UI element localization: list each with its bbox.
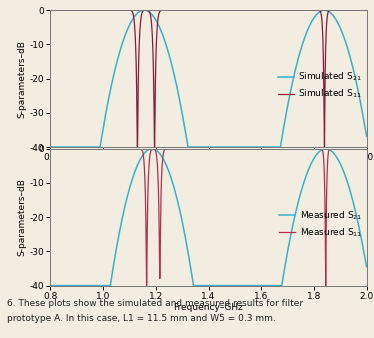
Simulated S$_{21}$ [364, 134, 369, 138]
Y-axis label: S-parameters–dB: S-parameters–dB [18, 178, 27, 256]
Measured S$_{11}$ [364, 147, 369, 151]
Simulated S$_{21}$ [183, 129, 188, 134]
Measured S$_{11}$ [144, 284, 149, 288]
Simulated S$_{21}$ [48, 145, 53, 149]
Measured S$_{11}$ [358, 147, 363, 151]
Simulated S$_{21}$ [358, 100, 363, 104]
Text: 6. These plots show the simulated and measured results for filter: 6. These plots show the simulated and me… [7, 299, 304, 308]
Simulated S$_{11}$ [358, 8, 363, 12]
Simulated S$_{11}$ [135, 145, 140, 149]
Text: prototype A. In this case, L1 = 11.5 mm and W5 = 0.3 mm.: prototype A. In this case, L1 = 11.5 mm … [7, 314, 276, 323]
Legend: Measured S$_{21}$, Measured S$_{11}$: Measured S$_{21}$, Measured S$_{11}$ [279, 209, 362, 239]
Measured S$_{21}$ [364, 265, 369, 269]
Measured S$_{21}$ [358, 232, 363, 236]
Simulated S$_{11}$ [364, 8, 369, 12]
Simulated S$_{11}$ [48, 8, 53, 12]
Legend: Simulated S$_{21}$, Simulated S$_{11}$: Simulated S$_{21}$, Simulated S$_{11}$ [278, 71, 362, 100]
Measured S$_{11}$ [324, 208, 329, 212]
Line: Simulated S$_{21}$: Simulated S$_{21}$ [50, 10, 367, 147]
Measured S$_{21}$ [150, 147, 154, 151]
Line: Measured S$_{21}$: Measured S$_{21}$ [50, 149, 367, 286]
Measured S$_{21}$ [84, 284, 89, 288]
X-axis label: Frequency–GHz: Frequency–GHz [174, 164, 243, 173]
Measured S$_{21}$ [103, 284, 108, 288]
Simulated S$_{11}$ [169, 8, 174, 12]
Simulated S$_{21}$ [103, 114, 108, 118]
Y-axis label: S-parameters–dB: S-parameters–dB [18, 40, 27, 118]
Measured S$_{21}$ [324, 147, 329, 151]
Measured S$_{21}$ [183, 236, 188, 240]
Simulated S$_{21}$ [84, 145, 89, 149]
Line: Simulated S$_{11}$: Simulated S$_{11}$ [50, 10, 367, 147]
Simulated S$_{11}$ [324, 26, 329, 30]
Simulated S$_{21}$ [169, 63, 174, 67]
Simulated S$_{11}$ [103, 8, 108, 12]
Measured S$_{11}$ [84, 147, 89, 151]
Simulated S$_{21}$ [322, 8, 327, 12]
Measured S$_{11}$ [169, 147, 174, 151]
Simulated S$_{11}$ [183, 8, 188, 12]
Line: Measured S$_{11}$: Measured S$_{11}$ [50, 149, 367, 286]
Simulated S$_{21}$ [324, 8, 329, 13]
Measured S$_{21}$ [48, 284, 53, 288]
Measured S$_{21}$ [169, 178, 174, 182]
Measured S$_{11}$ [48, 147, 53, 151]
Measured S$_{11}$ [183, 147, 188, 151]
X-axis label: Frequency–GHz: Frequency–GHz [174, 303, 243, 312]
Simulated S$_{11}$ [84, 8, 89, 12]
Measured S$_{11}$ [103, 147, 108, 151]
